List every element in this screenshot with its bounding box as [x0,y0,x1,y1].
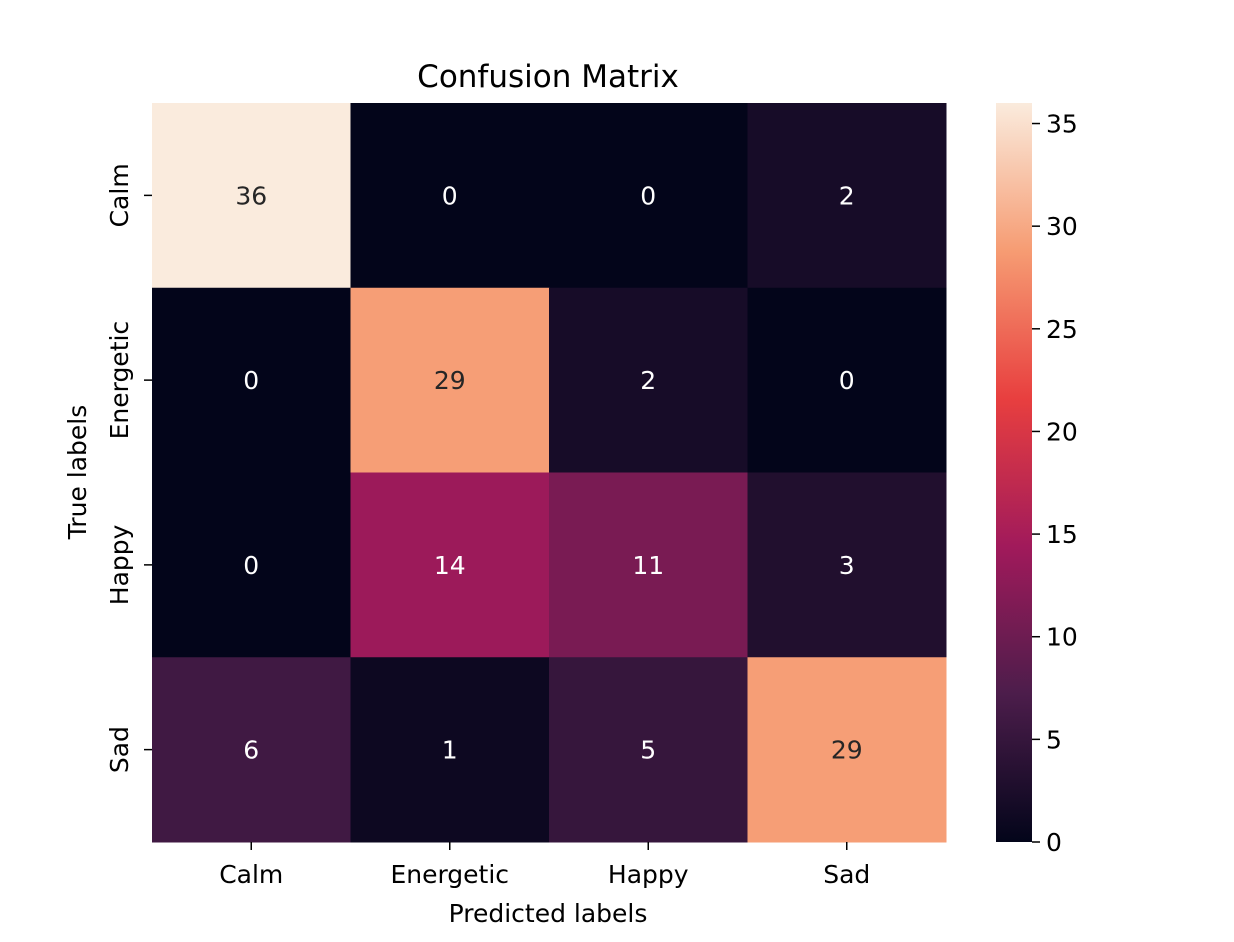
x-tick-label: Calm [219,860,283,889]
heatmap-cells [152,103,947,843]
colorbar-tick-label: 35 [1046,110,1078,139]
cell-value-label: 2 [839,181,855,210]
y-tick-label: Calm [105,163,134,227]
cell-value-label: 29 [434,366,466,395]
y-tick-label: Energetic [105,321,134,440]
heatmap-cell-happy-energetic [350,472,550,658]
y-axis-label: True labels [63,405,92,541]
cell-value-label: 11 [632,551,664,580]
heatmap-cell-happy-happy [549,472,748,658]
heatmap-cell-labels: 36 0 0 20 29 2 00 14 11 36 1 5 29 [235,181,862,764]
x-tick-label: Happy [608,860,689,889]
colorbar-tick-label: 20 [1046,417,1078,446]
cell-value-label: 6 [243,736,259,765]
cell-value-label: 0 [839,366,855,395]
heatmap-cell-sad-energetic [350,657,550,843]
heatmap-cell-happy-calm [152,472,351,658]
colorbar [996,103,1032,842]
cell-value-label: 5 [640,736,656,765]
colorbar-tick-label: 10 [1046,623,1078,652]
y-tick-label: Happy [105,524,134,605]
cell-value-label: 1 [442,736,458,765]
cell-value-label: 2 [640,366,656,395]
colorbar-tick-label: 5 [1046,725,1062,754]
x-axis: Calm Energetic Happy Sad [219,842,870,889]
heatmap-cell-sad-happy [549,657,748,843]
cell-value-label: 0 [243,551,259,580]
x-axis-label: Predicted labels [449,899,648,928]
heatmap-cell-calm-energetic [350,103,550,289]
cell-value-label: 0 [243,366,259,395]
cell-value-label: 14 [434,551,466,580]
colorbar-tick-label: 25 [1046,315,1078,344]
cell-value-label: 36 [235,181,267,210]
heatmap-cell-energetic-energetic [350,287,550,473]
heatmap-cell-calm-sad [747,103,947,289]
heatmap-cell-sad-sad [747,657,947,843]
colorbar-tick-label: 0 [1046,828,1062,857]
heatmap-cell-calm-calm [152,103,351,289]
heatmap-cell-energetic-happy [549,287,748,473]
heatmap-cell-happy-sad [747,472,947,658]
y-tick-label: Sad [105,726,134,773]
colorbar-ticks: 0 5 10 15 20 25 30 35 [1032,110,1078,857]
heatmap-cell-energetic-calm [152,287,351,473]
x-tick-label: Energetic [390,860,509,889]
cell-value-label: 3 [839,551,855,580]
heatmap-cell-calm-happy [549,103,748,289]
heatmap-cell-sad-calm [152,657,351,843]
cell-value-label: 0 [640,181,656,210]
colorbar-tick-label: 15 [1046,520,1078,549]
colorbar-tick-label: 30 [1046,212,1078,241]
cell-value-label: 0 [442,181,458,210]
cell-value-label: 29 [831,736,863,765]
heatmap-cell-energetic-sad [747,287,947,473]
chart-title: Confusion Matrix [417,59,679,95]
y-axis: Calm Energetic Happy Sad [105,163,152,773]
x-tick-label: Sad [823,860,870,889]
